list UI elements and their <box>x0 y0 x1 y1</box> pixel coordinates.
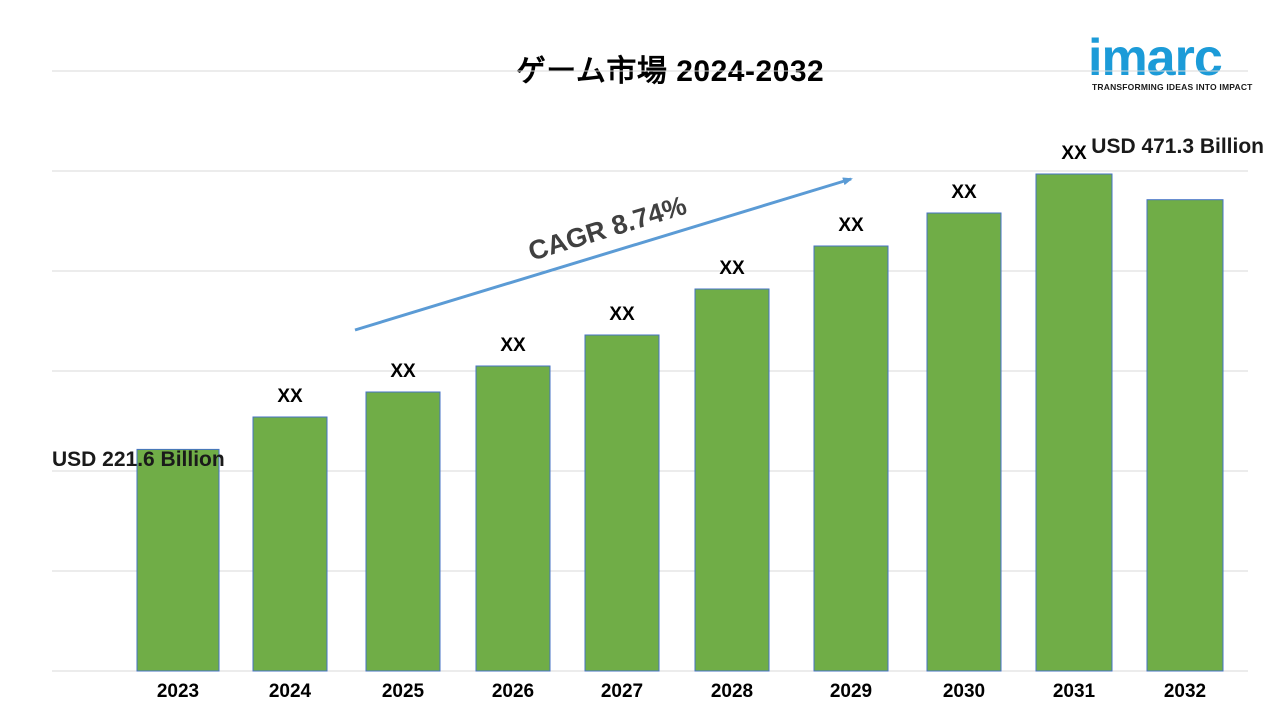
bar-2032 <box>1146 199 1224 672</box>
bar-2030 <box>926 212 1002 672</box>
cagr-label: CAGR 8.74% <box>525 190 690 266</box>
data-label: XX <box>390 361 416 382</box>
x-tick-label: 2029 <box>830 681 872 702</box>
x-tick-label: 2032 <box>1164 681 1206 702</box>
x-tick-label: 2031 <box>1053 681 1096 702</box>
bar-2024 <box>252 416 328 672</box>
x-tick-label: 2026 <box>492 681 534 702</box>
data-label: USD 221.6 Billion <box>52 448 225 471</box>
x-tick-label: 2028 <box>711 681 753 702</box>
data-label: XX <box>277 386 303 407</box>
x-tick-label: 2025 <box>382 681 425 702</box>
bar-2023 <box>136 448 220 672</box>
bar-2031 <box>1035 173 1113 672</box>
data-label: XX <box>609 304 635 325</box>
bar-2026 <box>475 365 551 672</box>
data-label: XX <box>500 335 526 356</box>
bar-2029 <box>813 245 889 672</box>
logo-wordmark: imarc <box>1088 29 1223 87</box>
logo-tagline: TRANSFORMING IDEAS INTO IMPACT <box>1092 82 1253 92</box>
x-tick-label: 2024 <box>269 681 312 702</box>
imarc-logo: imarc TRANSFORMING IDEAS INTO IMPACT <box>1088 18 1264 96</box>
bar-2028 <box>694 288 770 672</box>
bar-2025 <box>365 391 441 672</box>
data-label: XX <box>838 215 864 236</box>
data-label: USD 471.3 Billion <box>1091 135 1264 158</box>
x-tick-label: 2030 <box>943 681 985 702</box>
data-label: XX <box>1061 143 1087 164</box>
x-tick-label: 2027 <box>601 681 643 702</box>
x-tick-label: 2023 <box>157 681 199 702</box>
data-label: XX <box>951 182 977 203</box>
bar-2027 <box>584 334 660 672</box>
cagr-arrow <box>354 177 853 332</box>
data-label: XX <box>719 258 745 279</box>
